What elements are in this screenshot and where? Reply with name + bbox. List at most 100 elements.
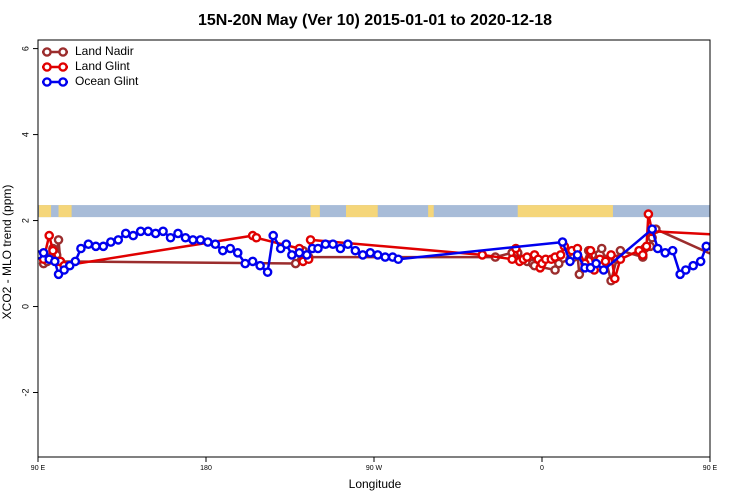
y-axis-label: XCO2 - MLO trend (ppm) [0, 185, 14, 320]
data-point [225, 243, 236, 254]
data-point [173, 228, 183, 239]
data-point [195, 235, 206, 245]
y-tick-label: 0 [20, 304, 30, 309]
data-point [98, 241, 109, 252]
data-point [210, 239, 221, 250]
chart-title: 15N-20N May (Ver 10) 2015-01-01 to 2020-… [198, 12, 552, 29]
data-point [708, 241, 710, 248]
series-ocean-glint [38, 224, 747, 280]
y-tick-label: -2 [20, 389, 30, 397]
data-point [598, 265, 609, 275]
data-point [106, 237, 116, 247]
data-point [740, 247, 747, 254]
data-point [262, 267, 273, 277]
legend-label: Land Glint [75, 59, 130, 73]
land-patch [428, 205, 434, 218]
data-point [667, 245, 678, 256]
data-point [555, 250, 566, 260]
data-point [734, 232, 741, 239]
data-point [647, 224, 657, 234]
y-tick-label: 2 [20, 218, 30, 223]
data-point [70, 256, 81, 267]
land-patch [38, 205, 52, 218]
data-point [268, 230, 279, 241]
data-point [718, 243, 725, 250]
data-point [591, 258, 601, 269]
data-point [725, 245, 732, 252]
legend-label: Ocean Glint [75, 74, 139, 88]
y-axis: -2 0 2 4 6 [20, 46, 38, 397]
data-point [738, 251, 745, 258]
data-point [53, 235, 64, 245]
data-point [287, 250, 297, 260]
data-point [557, 237, 568, 247]
legend-marker [42, 77, 52, 87]
land-ocean-strip [38, 205, 710, 218]
data-point [701, 241, 710, 252]
data-point [736, 251, 743, 258]
data-point [343, 239, 353, 250]
data-point [680, 265, 691, 275]
data-point [120, 228, 131, 239]
data-point [507, 254, 517, 265]
data-point [251, 232, 262, 243]
data-point [328, 239, 338, 250]
data-point [350, 245, 361, 256]
data-point [113, 235, 124, 245]
legend-marker [58, 62, 68, 72]
data-point [746, 256, 750, 263]
data-point [746, 260, 750, 267]
data-point [320, 239, 331, 250]
data-point [50, 256, 60, 267]
data-point [380, 252, 391, 262]
x-tick-label: 90 E [703, 465, 718, 472]
data-point [44, 230, 55, 241]
data-point [600, 256, 611, 267]
data-point [641, 241, 652, 252]
data-point [203, 237, 213, 247]
data-point [158, 226, 168, 237]
y-tick-label: 4 [20, 132, 30, 137]
x-tick-label: 0 [540, 465, 544, 472]
data-point [135, 226, 146, 237]
data-point [180, 232, 191, 243]
data-point [281, 239, 292, 250]
data-point [660, 247, 671, 258]
data-point [572, 250, 583, 260]
data-point [740, 236, 747, 243]
data-point [596, 243, 607, 254]
data-point [610, 273, 620, 284]
plot-frame [37, 39, 711, 458]
data-point [240, 258, 250, 269]
legend-marker [58, 77, 68, 87]
data-point [301, 250, 312, 260]
land-patch [346, 205, 378, 218]
data-point [313, 243, 323, 254]
data-point [188, 235, 198, 245]
x-axis-label: Longitude [349, 477, 402, 491]
data-point [688, 260, 699, 271]
data-point [638, 250, 648, 260]
data-point [217, 245, 228, 256]
data-point [574, 269, 585, 280]
data-point [742, 236, 749, 243]
data-point [76, 243, 86, 254]
data-point [393, 254, 404, 265]
land-patch [58, 205, 72, 218]
land-patch [310, 205, 320, 218]
data-point [643, 209, 654, 219]
legend-marker [42, 62, 52, 72]
land-patch [517, 205, 613, 218]
data-point [232, 247, 243, 258]
data-point [255, 260, 265, 271]
data-point [733, 236, 740, 243]
series-layer [38, 209, 750, 286]
data-point [565, 256, 575, 267]
data-point [606, 250, 616, 260]
data-point [128, 230, 138, 241]
x-tick-label: 90 E [31, 465, 46, 472]
data-point [38, 247, 49, 258]
data-point [305, 235, 316, 245]
